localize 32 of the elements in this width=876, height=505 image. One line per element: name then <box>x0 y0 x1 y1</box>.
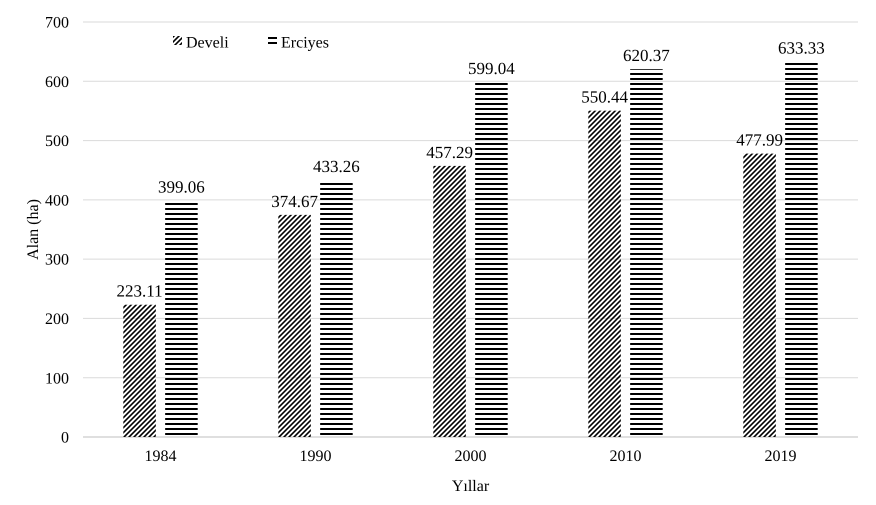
data-label: 599.04 <box>468 58 516 78</box>
y-tick-label: 600 <box>45 74 69 91</box>
y-tick-label: 500 <box>45 133 69 150</box>
y-tick-label: 200 <box>45 311 69 328</box>
y-tick-label: 700 <box>45 14 69 32</box>
y-tick-label: 400 <box>45 192 69 210</box>
legend-label: Erciyes <box>281 34 329 52</box>
x-axis-title: Yıllar <box>452 478 490 495</box>
data-label: 399.06 <box>158 177 205 196</box>
bar <box>433 166 466 437</box>
data-label: 433.26 <box>313 157 360 176</box>
data-label: 374.67 <box>271 192 318 211</box>
data-label: 620.37 <box>623 46 670 66</box>
data-label: 477.99 <box>736 130 783 150</box>
y-axis-title: Alan (ha) <box>25 199 42 260</box>
x-tick-label: 1984 <box>144 448 176 465</box>
bar <box>123 304 156 437</box>
data-label: 223.11 <box>116 282 163 301</box>
data-label: 633.33 <box>778 38 825 58</box>
data-label: 550.44 <box>581 88 628 107</box>
x-tick-label: 1990 <box>300 448 332 465</box>
x-tick-label: 2000 <box>454 448 486 465</box>
x-tick-label: 2010 <box>610 448 642 465</box>
bar <box>278 214 311 437</box>
y-tick-label: 300 <box>45 252 69 269</box>
data-label: 457.29 <box>426 142 473 162</box>
legend-label: Develi <box>186 34 230 52</box>
bar <box>588 110 621 437</box>
bar <box>743 154 776 437</box>
x-tick-label: 2019 <box>764 448 796 465</box>
y-tick-label: 100 <box>45 370 69 388</box>
y-tick-label: 0 <box>61 430 69 447</box>
